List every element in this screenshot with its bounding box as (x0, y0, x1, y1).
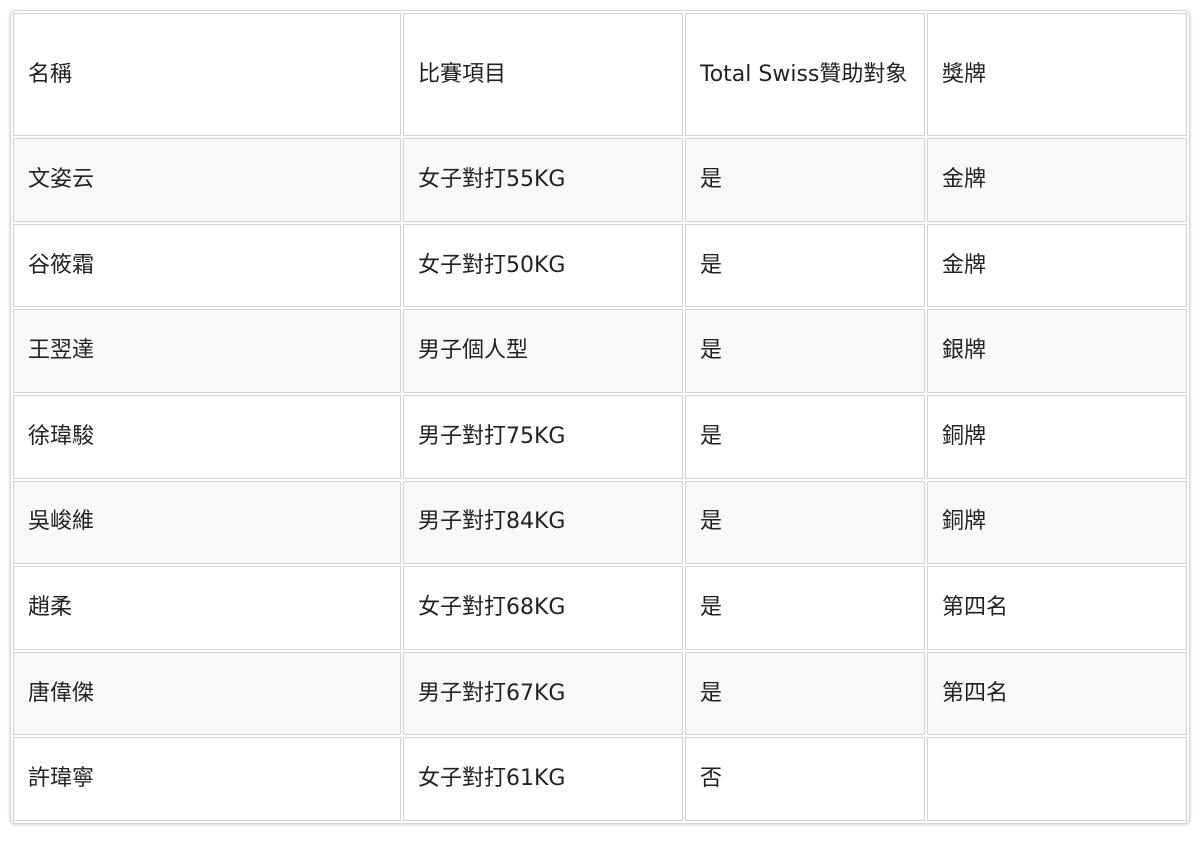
cell-medal: 金牌 (927, 138, 1187, 222)
cell-sponsored: 是 (685, 309, 925, 394)
cell-event: 女子對打55KG (403, 138, 683, 222)
table-row: 王翌達 男子個人型是銀牌 (13, 309, 1187, 394)
cell-sponsored: 是 (685, 395, 925, 479)
cell-medal: 銅牌 (927, 395, 1187, 479)
cell-name: 趙柔 (13, 566, 401, 650)
table-row: 文姿云 女子對打55KG 是金牌 (13, 138, 1187, 222)
cell-sponsored: 是 (685, 566, 925, 650)
table-row: 唐偉傑 男子對打67KG 是第四名 (13, 651, 1187, 736)
cell-sponsored: 否 (685, 737, 925, 821)
cell-name: 徐瑋駿 (13, 395, 401, 479)
cell-event: 男子個人型 (403, 309, 683, 394)
cell-sponsored: 是 (685, 223, 925, 308)
cell-event: 女子對打50KG (403, 223, 683, 308)
cell-name: 許瑋寧 (13, 737, 401, 821)
cell-event: 男子對打84KG (403, 480, 683, 565)
table-row: 吳峻維 男子對打84KG 是銅牌 (13, 480, 1187, 565)
cell-medal (927, 737, 1187, 821)
header-sponsored: Total Swiss贊助對象 (685, 13, 925, 137)
cell-medal: 第四名 (927, 651, 1187, 736)
cell-event: 男子對打67KG (403, 651, 683, 736)
cell-name: 谷筱霜 (13, 223, 401, 308)
table-row: 徐瑋駿 男子對打75KG 是銅牌 (13, 395, 1187, 479)
cell-name: 吳峻維 (13, 480, 401, 565)
cell-name: 唐偉傑 (13, 651, 401, 736)
cell-medal: 第四名 (927, 566, 1187, 650)
cell-event: 女子對打61KG (403, 737, 683, 821)
results-table-container: 名稱 比賽項目 Total Swiss贊助對象 獎牌 文姿云 女子對打55KG 是金… (10, 10, 1190, 824)
header-name: 名稱 (13, 13, 401, 137)
cell-sponsored: 是 (685, 480, 925, 565)
cell-sponsored: 是 (685, 651, 925, 736)
cell-event: 女子對打68KG (403, 566, 683, 650)
table-header-row: 名稱 比賽項目 Total Swiss贊助對象 獎牌 (13, 13, 1187, 137)
cell-medal: 金牌 (927, 223, 1187, 308)
header-medal: 獎牌 (927, 13, 1187, 137)
table-row: 趙柔 女子對打68KG 是第四名 (13, 566, 1187, 650)
cell-sponsored: 是 (685, 138, 925, 222)
table-row: 谷筱霜 女子對打50KG 是金牌 (13, 223, 1187, 308)
cell-medal: 銀牌 (927, 309, 1187, 394)
cell-event: 男子對打75KG (403, 395, 683, 479)
header-event: 比賽項目 (403, 13, 683, 137)
cell-name: 文姿云 (13, 138, 401, 222)
cell-medal: 銅牌 (927, 480, 1187, 565)
results-table: 名稱 比賽項目 Total Swiss贊助對象 獎牌 文姿云 女子對打55KG 是金… (11, 11, 1189, 823)
table-row: 許瑋寧 女子對打61KG 否 (13, 737, 1187, 821)
cell-name: 王翌達 (13, 309, 401, 394)
